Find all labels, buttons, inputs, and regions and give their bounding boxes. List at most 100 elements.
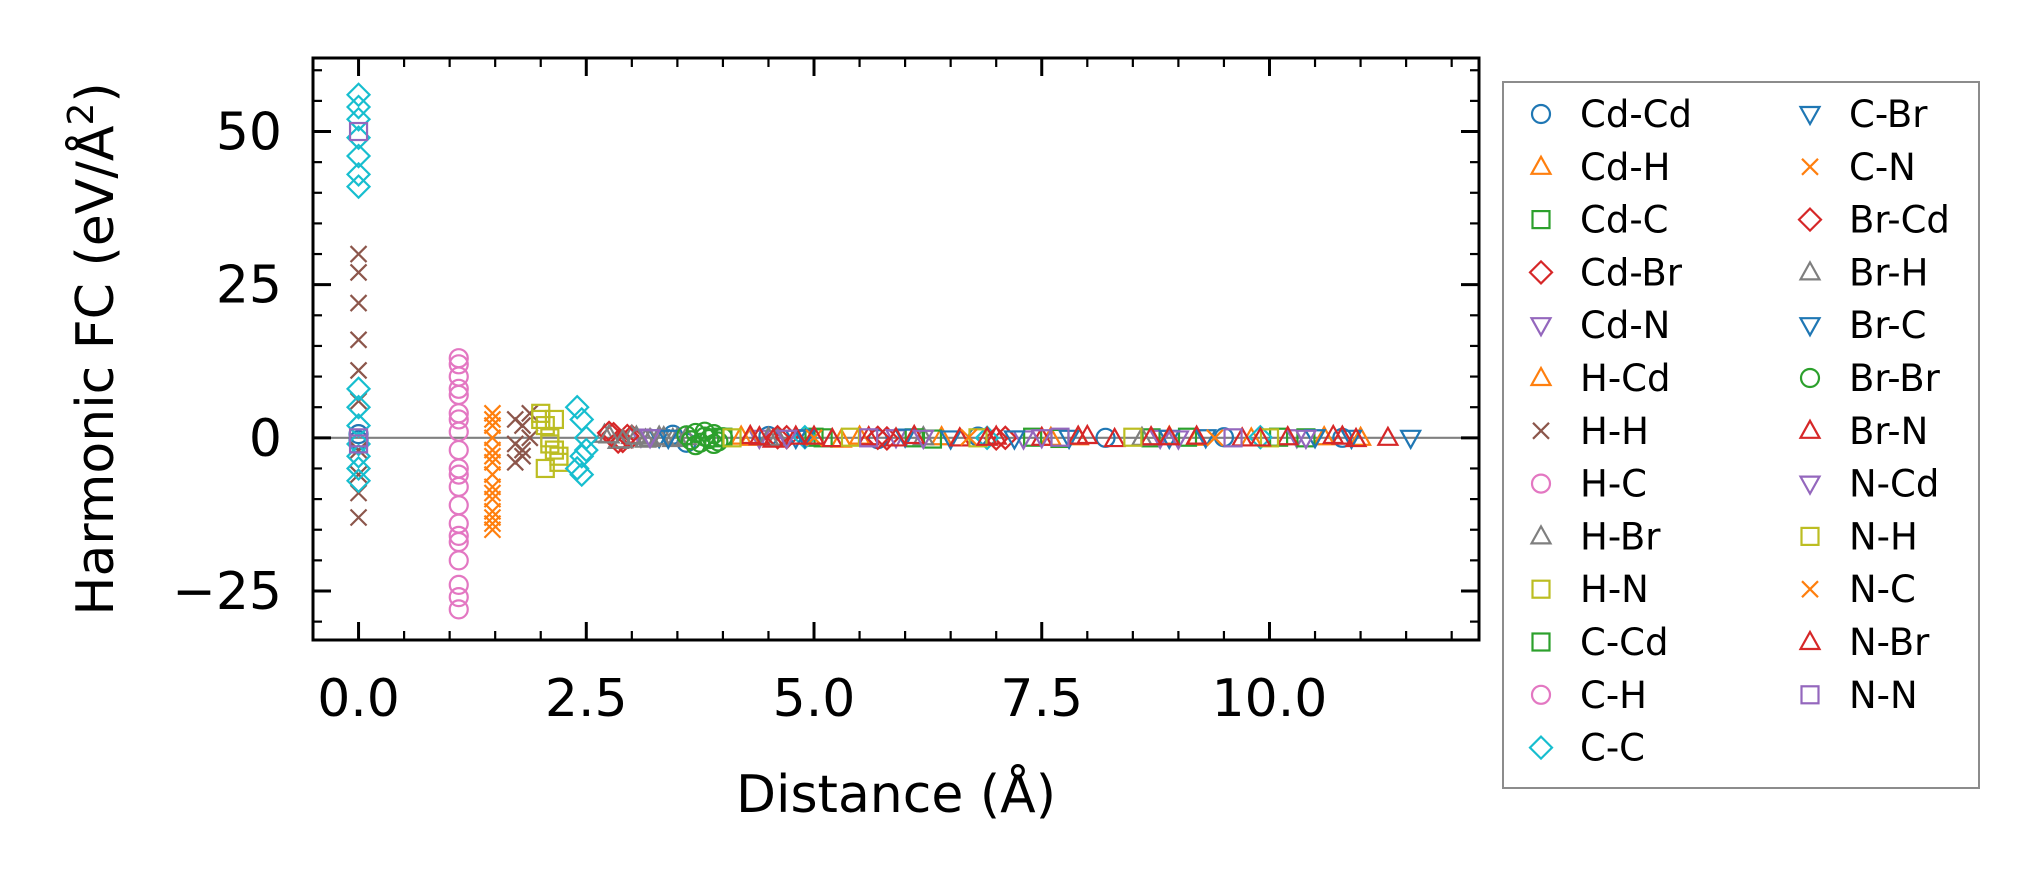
x-tick-label: 10.0 (1212, 669, 1328, 729)
legend-label: C-C (1580, 727, 1645, 770)
data-point (1030, 429, 1054, 450)
data-point (544, 409, 564, 430)
data-point (483, 508, 502, 527)
data-point (448, 354, 469, 375)
legend-marker (1531, 632, 1551, 652)
data-point (960, 428, 978, 446)
data-point (939, 430, 963, 451)
data-point (902, 423, 926, 445)
data-point (349, 263, 368, 282)
legend-marker (1530, 473, 1552, 494)
axis-ticks (313, 58, 1479, 640)
legend-marker (1529, 154, 1553, 175)
legend-entry: Br-N (1798, 410, 1928, 453)
data-point (483, 410, 502, 429)
data-point (1344, 426, 1368, 448)
legend-marker (1530, 684, 1552, 705)
data-point (625, 424, 648, 445)
data-point (448, 464, 469, 485)
legend-entry: H-C (1530, 463, 1647, 506)
data-point (1399, 429, 1423, 451)
data-point (448, 599, 469, 620)
data-point (865, 425, 891, 451)
series-c-h (448, 354, 469, 608)
y-axis-label-sup: 2 (61, 103, 102, 126)
data-point (535, 458, 555, 479)
data-point (840, 427, 861, 447)
data-point (793, 429, 817, 450)
legend-label: H-N (1580, 568, 1649, 611)
data-point (1276, 424, 1300, 446)
legend-entry: C-Br (1798, 93, 1928, 136)
data-point (1103, 426, 1126, 448)
data-point (652, 424, 676, 446)
plot-frame (311, 56, 1481, 642)
legend-entry: Cd-N (1529, 304, 1670, 347)
data-point (564, 455, 590, 482)
legend-marker (1529, 317, 1553, 338)
legend-entry: C-N (1801, 146, 1916, 189)
data-point (1167, 430, 1190, 451)
data-point (349, 508, 368, 527)
legend-marker (1530, 103, 1552, 125)
data-point (1194, 429, 1218, 450)
legend-marker (1528, 735, 1554, 761)
data-point (911, 429, 935, 451)
data-point (1330, 424, 1354, 445)
data-point (513, 447, 532, 465)
data-point (1206, 429, 1224, 447)
legend-label: H-Cd (1580, 357, 1671, 400)
legend-entry: C-Cd (1531, 621, 1669, 664)
x-tick-label: 7.5 (1000, 669, 1083, 729)
data-point (349, 465, 368, 484)
legend-label: N-H (1849, 515, 1918, 558)
data-point (531, 409, 551, 430)
y-tick-label: 25 (216, 256, 282, 316)
data-point (448, 525, 469, 546)
data-point (349, 245, 368, 263)
legend-entry: Br-Br (1799, 357, 1941, 400)
data-point (348, 121, 369, 142)
legend-label: H-Br (1580, 515, 1661, 558)
x-tick-label: 0.0 (317, 669, 400, 729)
legend-marker (1798, 260, 1822, 281)
legend-marker (1798, 475, 1822, 496)
data-point (722, 428, 742, 448)
legend-entry: H-N (1531, 568, 1649, 611)
legend-entry: N-N (1800, 674, 1918, 717)
legend-marker (1528, 259, 1554, 285)
series-c-c (345, 82, 1273, 494)
data-point (1139, 424, 1163, 446)
legend-entry: H-H (1532, 410, 1649, 453)
legend-frame (1502, 81, 1980, 789)
legend-label: Cd-N (1580, 304, 1670, 347)
legend-entry: N-C (1801, 568, 1916, 611)
y-tick-label: 50 (216, 103, 282, 163)
legend-label: H-C (1580, 463, 1647, 506)
data-point (483, 416, 502, 435)
data-point (483, 514, 502, 533)
legend-marker (1801, 580, 1819, 598)
legend-marker (1531, 210, 1551, 230)
data-point (974, 425, 1000, 451)
legend-entry: Cd-C (1531, 199, 1669, 242)
data-point (859, 428, 879, 448)
series-n-c (483, 410, 1224, 527)
data-point (1247, 424, 1273, 450)
data-point (1349, 425, 1372, 446)
legend-marker (1532, 422, 1550, 440)
data-point (483, 453, 502, 472)
x-tick-label: 5.0 (773, 669, 856, 729)
legend-entry: Br-H (1798, 251, 1928, 294)
data-point (483, 404, 502, 423)
data-point (448, 495, 469, 516)
data-point (573, 437, 599, 463)
data-point (761, 427, 785, 448)
data-point (345, 143, 372, 169)
data-point (1376, 425, 1400, 446)
data-point (483, 484, 502, 502)
data-point (521, 429, 539, 447)
data-point (857, 424, 881, 446)
data-point (345, 431, 372, 457)
